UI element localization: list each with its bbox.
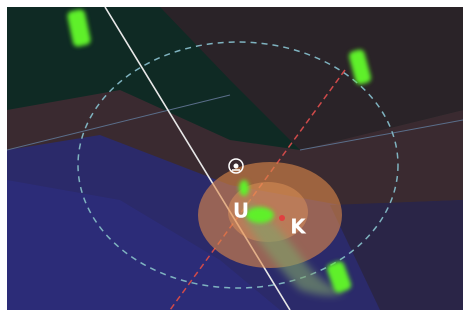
map-area — [7, 7, 463, 310]
unit — [246, 207, 274, 223]
map-view: U K — [0, 0, 470, 316]
target-dot — [279, 215, 285, 221]
marker-label: U — [233, 199, 249, 223]
page: U K (() => { const data = JSON.parse(doc… — [0, 0, 470, 316]
cursor-dot — [234, 164, 239, 169]
marker-label: K — [290, 215, 307, 239]
unit — [239, 180, 249, 196]
